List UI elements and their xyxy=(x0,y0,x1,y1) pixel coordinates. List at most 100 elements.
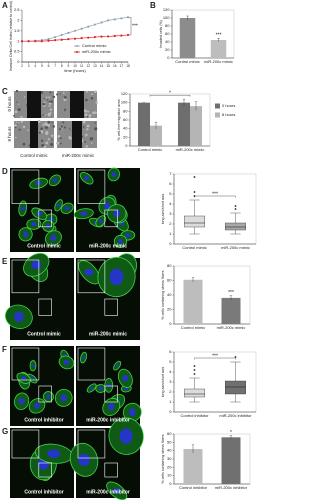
nucleus xyxy=(52,178,58,183)
nucleus xyxy=(20,206,26,211)
legend-label: miR-200c mimic xyxy=(82,49,111,54)
y-tick-label: 2 xyxy=(169,221,172,226)
bar xyxy=(190,106,202,146)
x-tick-label: 17 xyxy=(120,64,124,68)
image-label: miR-200c inhibitor xyxy=(86,489,130,495)
significance: *** xyxy=(132,23,138,29)
y-tick-label: 0 xyxy=(169,321,172,326)
zoom-box xyxy=(38,462,52,478)
point xyxy=(54,39,57,42)
box xyxy=(184,215,205,228)
outlier xyxy=(234,208,237,210)
zoom-box xyxy=(38,209,52,228)
panel-letter: D xyxy=(2,167,8,176)
nucleus xyxy=(64,206,70,211)
y-tick-label: 2.5 xyxy=(14,7,20,12)
bar xyxy=(150,125,162,146)
y-tick-label: 40 xyxy=(123,126,128,131)
texture xyxy=(45,125,49,129)
x-tick-label: 6 xyxy=(48,64,50,68)
texture xyxy=(68,136,72,140)
nucleus xyxy=(60,394,67,402)
y-axis-label: Invaded cells (%) xyxy=(159,20,163,48)
texture xyxy=(59,137,62,140)
point xyxy=(54,35,57,39)
point xyxy=(120,34,123,37)
scratch xyxy=(30,121,38,148)
texture xyxy=(92,112,94,115)
panel-letter: A xyxy=(2,1,8,10)
y-tick-label: 100 xyxy=(163,15,170,20)
texture xyxy=(91,93,94,96)
y-tick-label: 2 xyxy=(169,389,172,394)
nucleus xyxy=(107,403,115,411)
zoom-box xyxy=(104,209,118,228)
texture xyxy=(50,142,54,147)
significance: *** xyxy=(228,290,234,296)
y-tick-label: 6 xyxy=(169,349,172,354)
nucleus xyxy=(118,238,123,245)
x-tick-label: Control mimic xyxy=(181,325,205,330)
texture xyxy=(83,109,87,113)
image-label: Control mimic xyxy=(27,331,61,337)
point xyxy=(87,36,90,39)
texture xyxy=(43,123,45,126)
significance: *** xyxy=(216,33,222,39)
nucleus xyxy=(21,376,27,381)
x-tick-label: 7 xyxy=(54,64,56,68)
texture xyxy=(56,93,59,96)
texture xyxy=(95,101,99,104)
point xyxy=(93,35,96,39)
point xyxy=(73,37,77,40)
panel-letter: G xyxy=(2,427,8,436)
y-tick-label: 40 xyxy=(167,292,172,297)
texture xyxy=(84,140,87,143)
point xyxy=(93,23,96,26)
y-tick-label: 2 xyxy=(17,17,20,22)
significance: * xyxy=(169,91,171,97)
nucleus xyxy=(84,268,94,276)
texture xyxy=(42,124,44,126)
point xyxy=(67,31,70,34)
texture xyxy=(94,127,98,131)
y-tick-label: 5 xyxy=(169,191,172,196)
nucleus xyxy=(29,377,35,380)
y-axis-label: long axis/short axis xyxy=(161,194,165,225)
texture xyxy=(51,121,53,124)
image-label: Control inhibitor xyxy=(24,417,63,423)
nucleus xyxy=(23,231,28,238)
texture xyxy=(82,126,85,128)
y-tick-label: 1 xyxy=(169,399,172,404)
panel-letter: C xyxy=(2,87,8,96)
texture xyxy=(47,112,51,116)
y-tick-label: 0 xyxy=(169,481,172,486)
texture xyxy=(43,145,47,149)
outlier xyxy=(193,365,196,367)
y-tick-label: 3 xyxy=(169,379,172,384)
nucleus xyxy=(31,221,37,227)
legend-swatch xyxy=(215,103,220,109)
texture xyxy=(48,100,51,103)
point xyxy=(34,40,37,43)
texture xyxy=(86,124,90,128)
y-tick-label: 40 xyxy=(167,448,172,453)
texture xyxy=(18,121,20,124)
box xyxy=(225,380,246,395)
nucleus xyxy=(50,234,57,242)
texture xyxy=(20,115,23,119)
box xyxy=(225,222,246,231)
texture xyxy=(82,120,86,124)
texture xyxy=(46,99,49,101)
point xyxy=(27,40,30,43)
texture xyxy=(86,90,88,93)
point xyxy=(73,29,77,32)
outlier xyxy=(193,176,196,178)
x-tick-label: 16 xyxy=(113,64,117,68)
x-tick-label: miR-200c inhibitor xyxy=(219,413,252,418)
point xyxy=(100,21,103,24)
x-tick-label: miR-200c mimic xyxy=(176,147,205,152)
texture xyxy=(47,138,50,141)
nucleus xyxy=(109,268,124,286)
nucleus xyxy=(98,219,103,223)
y-tick-label: 7 xyxy=(169,171,172,176)
